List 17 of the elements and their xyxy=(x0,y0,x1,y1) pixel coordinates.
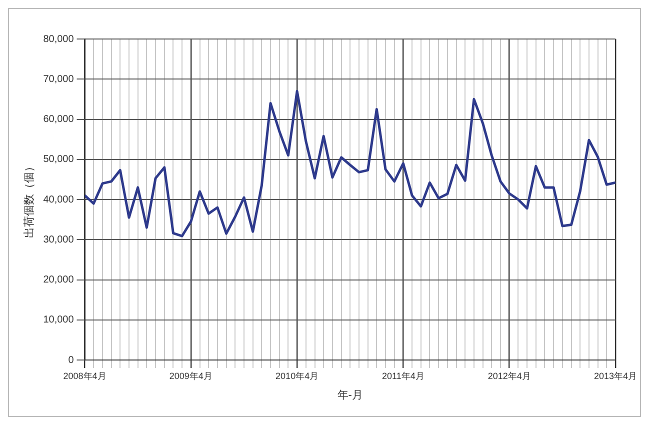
x-tick-label: 2010年4月 xyxy=(276,370,319,381)
x-axis-title: 年-月 xyxy=(337,389,363,402)
y-tick-label: 30,000 xyxy=(43,234,74,246)
y-tick-label: 50,000 xyxy=(43,154,74,166)
y-tick-label: 40,000 xyxy=(43,194,74,206)
y-tick-label: 80,000 xyxy=(43,34,74,45)
x-tick-label: 2008年4月 xyxy=(63,370,106,381)
x-tick-label: 2011年4月 xyxy=(382,370,424,381)
x-tick-label: 2009年4月 xyxy=(169,370,212,381)
y-tick-label: 60,000 xyxy=(43,114,74,125)
x-tick-label: 2012年4月 xyxy=(488,370,531,381)
y-tick-label: 0 xyxy=(68,354,74,366)
x-tick-label: 2013年4月 xyxy=(594,370,637,381)
y-tick-label: 70,000 xyxy=(43,74,74,85)
y-tick-label: 10,000 xyxy=(43,314,74,326)
y-tick-label: 20,000 xyxy=(43,274,74,286)
y-axis-title: 出荷個数（個） xyxy=(22,161,36,238)
